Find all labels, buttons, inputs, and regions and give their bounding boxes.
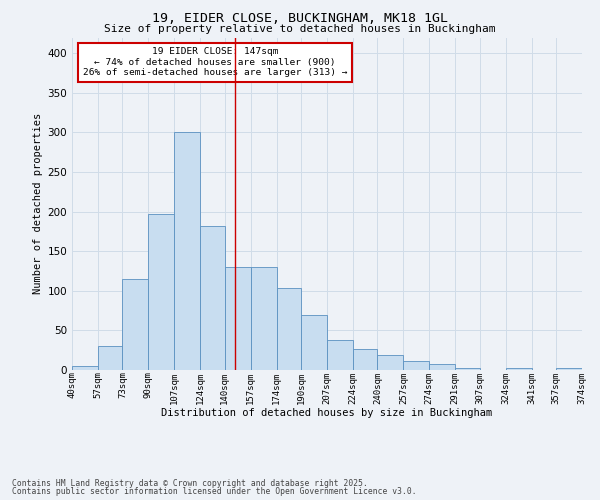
Y-axis label: Number of detached properties: Number of detached properties: [33, 113, 43, 294]
Bar: [403, 360, 430, 370]
Bar: [224, 267, 251, 370]
Bar: [251, 267, 277, 370]
Bar: [327, 340, 353, 370]
Bar: [556, 368, 582, 370]
Bar: [377, 355, 403, 370]
Bar: [72, 366, 98, 370]
Text: Size of property relative to detached houses in Buckingham: Size of property relative to detached ho…: [104, 24, 496, 34]
Bar: [455, 368, 479, 370]
Text: Contains HM Land Registry data © Crown copyright and database right 2025.: Contains HM Land Registry data © Crown c…: [12, 478, 368, 488]
Bar: [301, 314, 327, 370]
Text: Contains public sector information licensed under the Open Government Licence v3: Contains public sector information licen…: [12, 487, 416, 496]
Bar: [98, 346, 122, 370]
Text: 19, EIDER CLOSE, BUCKINGHAM, MK18 1GL: 19, EIDER CLOSE, BUCKINGHAM, MK18 1GL: [152, 12, 448, 26]
X-axis label: Distribution of detached houses by size in Buckingham: Distribution of detached houses by size …: [161, 408, 493, 418]
Bar: [353, 348, 377, 370]
Bar: [430, 364, 455, 370]
Bar: [506, 368, 532, 370]
Bar: [175, 132, 200, 370]
Bar: [277, 288, 301, 370]
Bar: [200, 226, 224, 370]
Bar: [148, 214, 175, 370]
Bar: [122, 279, 148, 370]
Text: 19 EIDER CLOSE: 147sqm
← 74% of detached houses are smaller (900)
26% of semi-de: 19 EIDER CLOSE: 147sqm ← 74% of detached…: [83, 48, 347, 78]
